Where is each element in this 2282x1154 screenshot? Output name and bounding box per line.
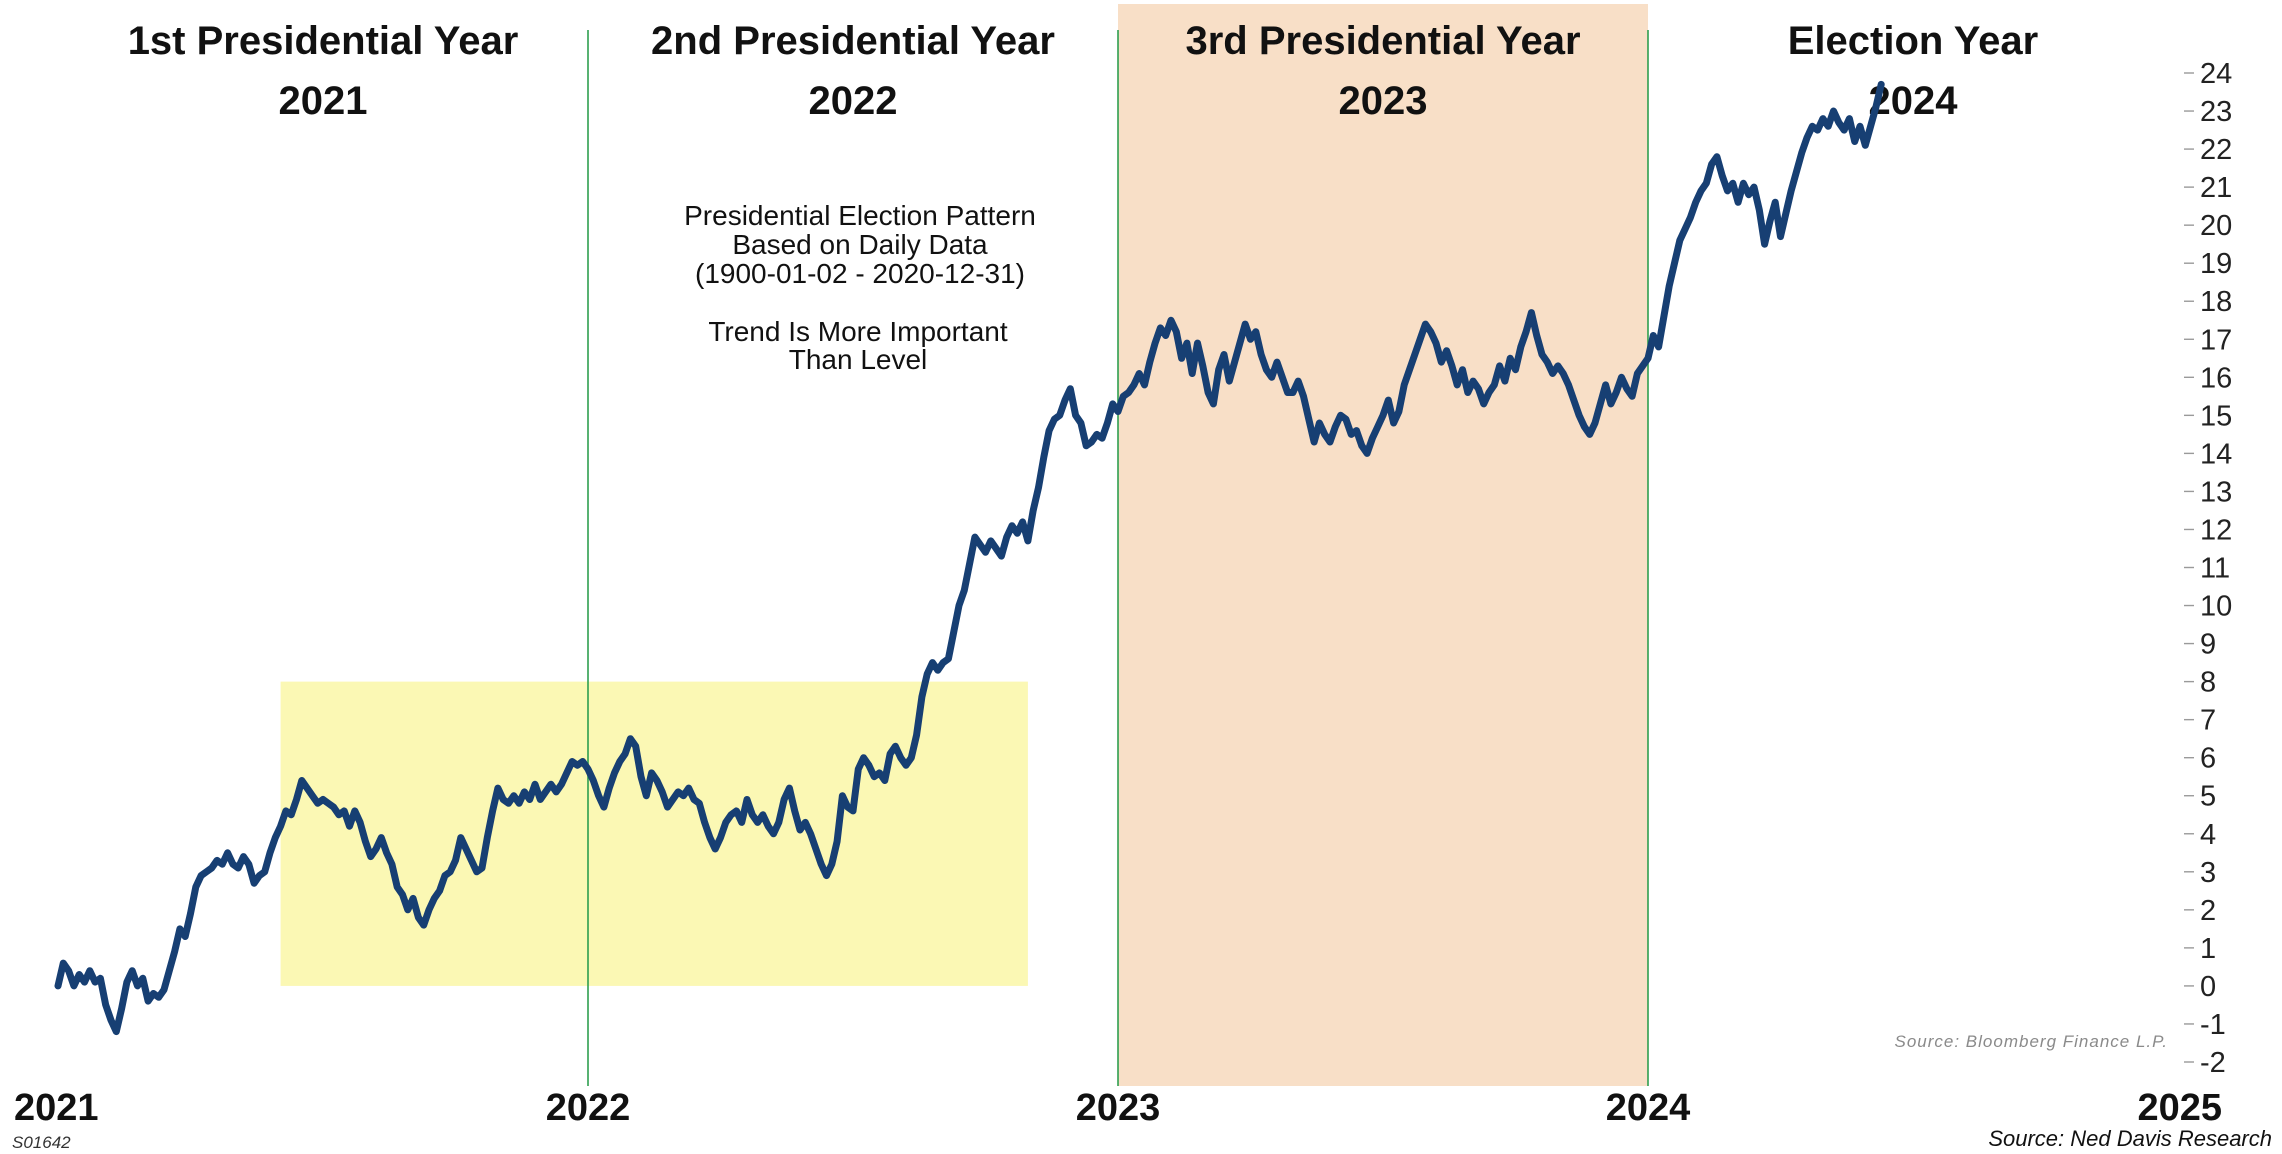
y-tick-label: 4 (2200, 819, 2216, 851)
period-titles: 1st Presidential Year 2021 2nd Presidentia… (128, 19, 2039, 123)
year-dividers (587, 30, 1649, 1086)
ned-davis-source-note: Source: Ned Davis Research (1988, 1126, 2272, 1151)
annotation-line-5: Trend Is More Important (708, 316, 1008, 347)
annotation-line-2: Based on Daily Data (732, 229, 988, 260)
period-title-1: 1st Presidential Year (128, 19, 519, 63)
y-tick-label: 7 (2200, 705, 2216, 737)
y-tick-label: 12 (2200, 514, 2232, 546)
period-title-3: 3rd Presidential Year (1185, 19, 1580, 63)
x-axis: 2021 2022 2023 2024 2025 (14, 1087, 2222, 1129)
y-tick-label: -2 (2200, 1047, 2226, 1079)
y-axis: 2423222120191817161514131211109876543210… (2184, 58, 2232, 1079)
annotation-line-6: Than Level (789, 344, 928, 375)
y-tick-label: 8 (2200, 667, 2216, 699)
period-year-3: 2023 (1339, 79, 1428, 123)
annotation-line-1: Presidential Election Pattern (684, 200, 1036, 231)
y-tick-label: -1 (2200, 1009, 2226, 1041)
y-tick-label: 20 (2200, 210, 2232, 242)
x-tick-label-2025: 2025 (2137, 1087, 2222, 1129)
consolidation-box (280, 681, 1028, 986)
y-tick-label: 1 (2200, 933, 2216, 965)
period-title-2: 2nd Presidential Year (651, 19, 1055, 63)
y-tick-label: 3 (2200, 857, 2216, 889)
y-tick-label: 17 (2200, 324, 2232, 356)
third-year-shade (1118, 4, 1648, 1086)
series-layer (54, 80, 1885, 1036)
annotation-line-3: (1900-01-02 - 2020-12-31) (695, 258, 1025, 289)
y-tick-label: 21 (2200, 172, 2232, 204)
x-tick-label-2024: 2024 (1606, 1087, 1691, 1129)
period-year-2: 2022 (809, 79, 898, 123)
x-tick-label-2023: 2023 (1076, 1087, 1161, 1129)
y-tick-label: 18 (2200, 286, 2232, 318)
y-tick-label: 0 (2200, 971, 2216, 1003)
series-line-pattern (54, 80, 1885, 1036)
y-tick-label: 11 (2200, 553, 2230, 585)
y-tick-label: 6 (2200, 743, 2216, 775)
y-tick-label: 13 (2200, 476, 2232, 508)
period-title-4: Election Year (1788, 19, 2039, 63)
y-tick-label: 24 (2200, 58, 2232, 90)
y-tick-label: 19 (2200, 248, 2232, 280)
period-year-1: 2021 (279, 79, 368, 123)
y-tick-label: 9 (2200, 629, 2216, 661)
y-tick-label: 16 (2200, 362, 2232, 394)
y-tick-label: 15 (2200, 400, 2232, 432)
chart-id-label: S01642 (12, 1133, 71, 1152)
bloomberg-source-note: Source: Bloomberg Finance L.P. (1895, 1032, 2169, 1051)
y-tick-label: 23 (2200, 96, 2232, 128)
background-layer (280, 4, 1648, 1086)
y-tick-label: 14 (2200, 438, 2232, 470)
x-tick-label-2021: 2021 (14, 1087, 99, 1129)
y-tick-label: 10 (2200, 591, 2232, 623)
y-tick-label: 2 (2200, 895, 2216, 927)
y-tick-label: 5 (2200, 781, 2216, 813)
x-tick-label-2022: 2022 (546, 1087, 631, 1129)
y-tick-label: 22 (2200, 134, 2232, 166)
